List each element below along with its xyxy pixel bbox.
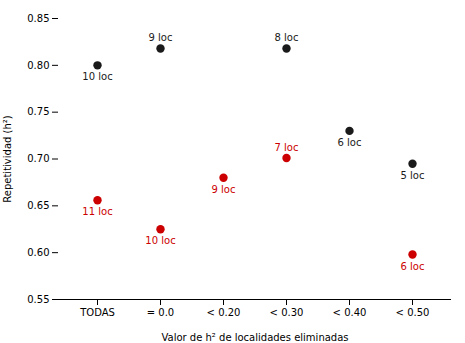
svg-text:TODAS: TODAS [79,307,115,318]
svg-text:0.75: 0.75 [27,106,49,117]
svg-text:10 loc: 10 loc [145,235,175,246]
svg-text:Repetitividad (h²): Repetitividad (h²) [2,115,13,202]
svg-text:< 0.30: < 0.30 [270,307,304,318]
svg-text:9 loc: 9 loc [212,184,236,195]
svg-text:Valor de h² de localidades eli: Valor de h² de localidades eliminadas [161,332,348,343]
svg-text:0.65: 0.65 [27,200,49,211]
svg-text:7 loc: 7 loc [275,142,299,153]
svg-text:= 0.0: = 0.0 [147,307,174,318]
svg-text:6 loc: 6 loc [401,261,425,272]
svg-text:5 loc: 5 loc [401,170,425,181]
svg-text:10 loc: 10 loc [82,71,112,82]
svg-text:< 0.50: < 0.50 [396,307,430,318]
svg-text:9 loc: 9 loc [149,32,173,43]
svg-text:0.85: 0.85 [27,13,49,24]
svg-text:8 loc: 8 loc [275,32,299,43]
svg-text:0.60: 0.60 [27,247,49,258]
svg-text:0.55: 0.55 [27,294,49,305]
svg-text:< 0.20: < 0.20 [207,307,241,318]
svg-text:0.80: 0.80 [27,60,49,71]
svg-text:6 loc: 6 loc [338,137,362,148]
svg-text:0.70: 0.70 [27,153,49,164]
svg-text:< 0.40: < 0.40 [333,307,367,318]
svg-text:11 loc: 11 loc [82,206,112,217]
